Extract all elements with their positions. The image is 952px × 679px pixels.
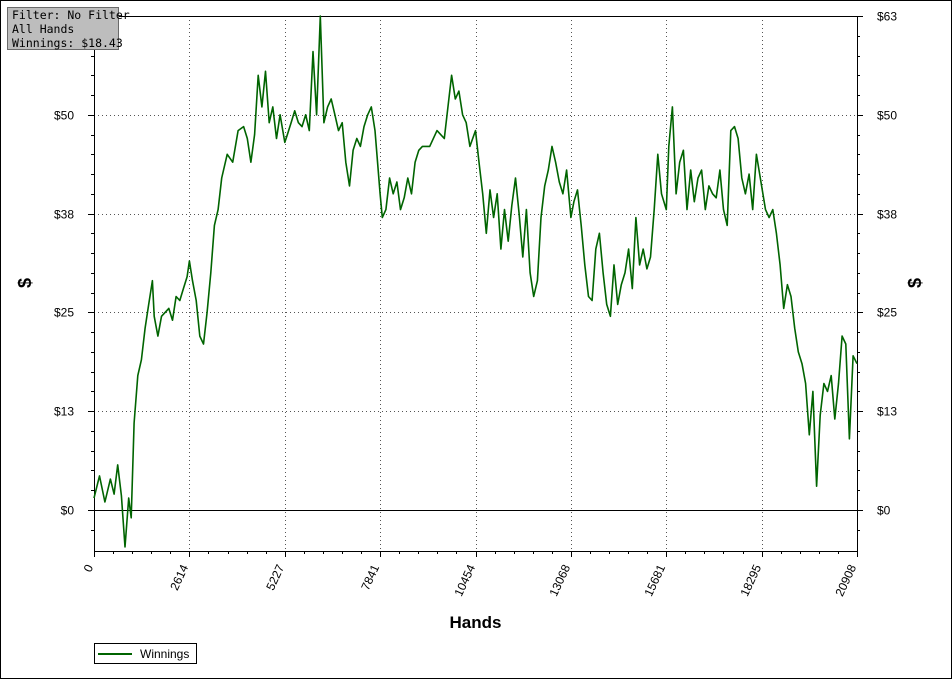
y-tick-label-right: $25	[877, 306, 897, 320]
winnings-summary: Winnings: $18.43	[12, 36, 123, 50]
x-tick-label: 15681	[641, 562, 668, 598]
x-tick-label: 10454	[451, 562, 478, 598]
grid	[94, 16, 857, 551]
y-axis-title-left: $	[15, 278, 35, 288]
x-tick-label: 13068	[546, 562, 573, 598]
series-layer	[93, 15, 858, 548]
y-tick-label-right: $13	[877, 405, 897, 419]
y-tick-label-left: $0	[61, 504, 75, 518]
y-tick-label-right: $50	[877, 109, 897, 123]
filter-label: Filter: No Filter	[12, 8, 130, 22]
hands-label: All Hands	[12, 22, 75, 36]
y-tick-label-left: $13	[54, 405, 74, 419]
y-tick-label-left: $25	[54, 306, 74, 320]
y-axis-title-right: $	[905, 278, 925, 288]
x-tick-label: 7841	[358, 562, 382, 592]
y-tick-label-right: $38	[877, 208, 897, 222]
x-tick-label: 18295	[737, 562, 764, 598]
series-line-winnings	[93, 15, 858, 548]
y-tick-label-left: $50	[54, 109, 74, 123]
x-tick-label: 5227	[263, 562, 287, 592]
x-tick-label: 20908	[832, 562, 859, 598]
filter-info-box: Filter: No Filter All Hands Winnings: $1…	[7, 7, 130, 50]
legend: Winnings	[94, 643, 198, 664]
y-tick-label-left: $38	[54, 208, 74, 222]
y-tick-label-right: $63	[877, 10, 897, 24]
y-tick-label-right: $0	[877, 504, 891, 518]
x-axis-title: Hands	[450, 613, 502, 632]
legend-label-winnings: Winnings	[140, 646, 190, 661]
x-tick-label: 0	[81, 562, 97, 574]
x-tick-label: 2614	[167, 562, 191, 592]
legend-swatch-winnings	[98, 652, 132, 655]
